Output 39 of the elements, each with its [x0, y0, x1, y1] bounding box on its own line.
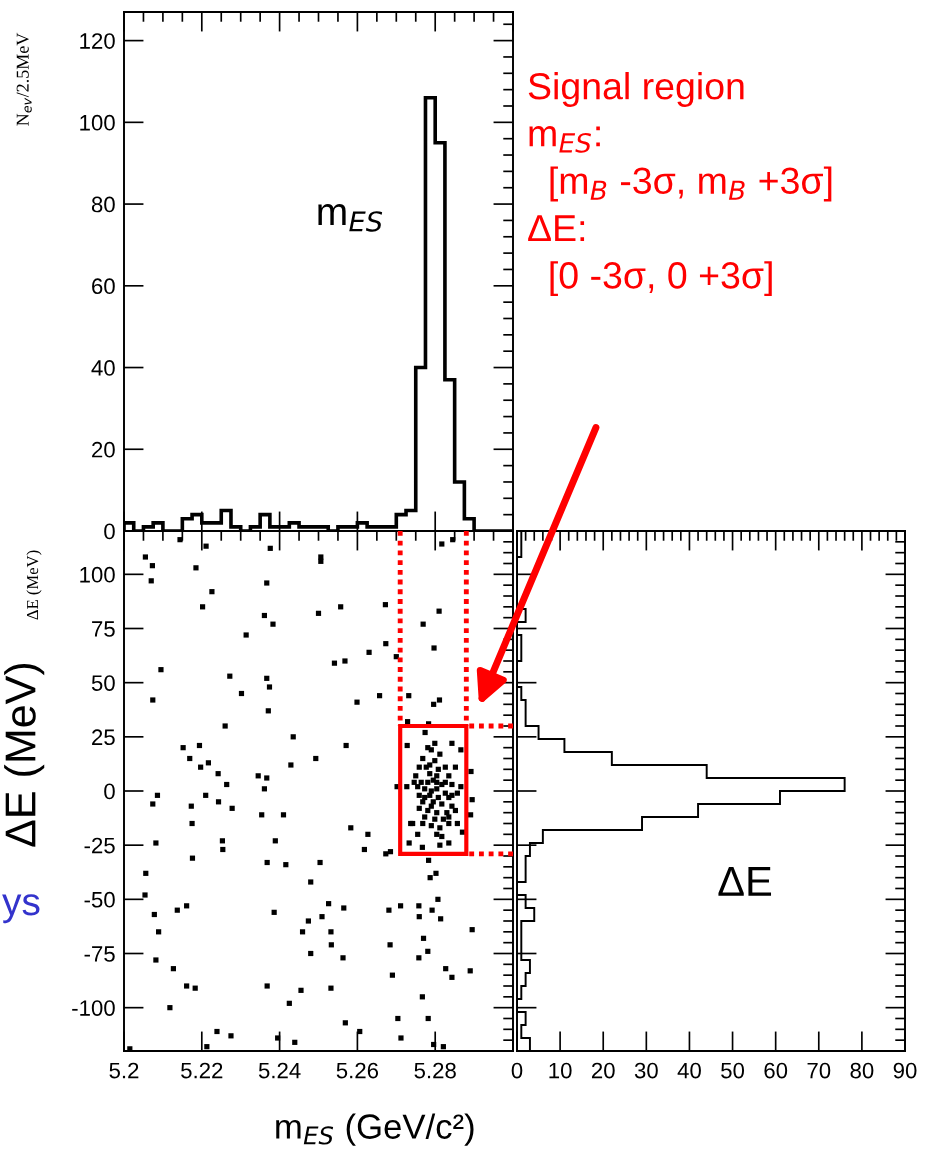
y-tick-label: 20 — [92, 441, 115, 458]
annotation: ΔE — [718, 867, 772, 896]
y-tick-label: -50 — [84, 891, 115, 908]
x-tick-label: 30 — [634, 1062, 658, 1079]
y-tick-label: 0 — [104, 523, 115, 540]
text: ΔE (MeV) — [26, 550, 42, 620]
annotation: m$_{ES}$ — [318, 204, 383, 232]
x-tick-label: 60 — [764, 1062, 788, 1079]
x-tick-label: 5.22 — [181, 1062, 223, 1079]
x-tick-label: 5.2 — [109, 1062, 139, 1079]
x-tick-label: 40 — [677, 1062, 701, 1079]
x-tick-label: 10 — [549, 1062, 572, 1079]
x-tick-label: 50 — [721, 1062, 745, 1079]
y-tick-label: -100 — [72, 1000, 115, 1016]
y-axis-title: ΔE (MeV) — [4, 663, 45, 847]
x-tick-label: 70 — [807, 1062, 831, 1079]
y-tick-label: -25 — [84, 837, 115, 854]
x-axis-title: m$_{ES}$ (GeV/c²) — [276, 1113, 474, 1146]
y-tick-label: 60 — [92, 278, 115, 295]
y-tick-label: 0 — [104, 783, 115, 800]
y-tick-label: 75 — [92, 621, 115, 637]
y-axis-title: N$_{ev}$/2.5MeV — [16, 32, 32, 126]
x-tick-label: 80 — [850, 1062, 874, 1079]
x-tick-label: 90 — [893, 1062, 917, 1079]
text: Signal region m$_{ES}$: [m$_{B}$ -3σ, m$_{B}$ +3σ] ΔE: [0 -3σ, 0 +3σ] — [528, 72, 832, 297]
x-tick-label: 5.28 — [414, 1062, 456, 1079]
y-tick-label: 100 — [80, 566, 115, 583]
x-tick-label: 5.24 — [258, 1062, 301, 1079]
x-tick-label: 5.26 — [336, 1062, 379, 1079]
y-tick-label: 25 — [92, 729, 115, 746]
y-tick-label: -75 — [84, 946, 115, 962]
x-tick-label: 20 — [591, 1062, 615, 1079]
y-tick-label: 50 — [91, 675, 115, 691]
y-tick-label: 100 — [80, 114, 115, 131]
y-tick-label: 40 — [91, 360, 115, 376]
y-tick-label: 80 — [91, 196, 115, 213]
text: ys — [2, 894, 40, 924]
y-tick-label: 120 — [80, 33, 115, 49]
x-tick-label: 0 — [511, 1062, 523, 1079]
